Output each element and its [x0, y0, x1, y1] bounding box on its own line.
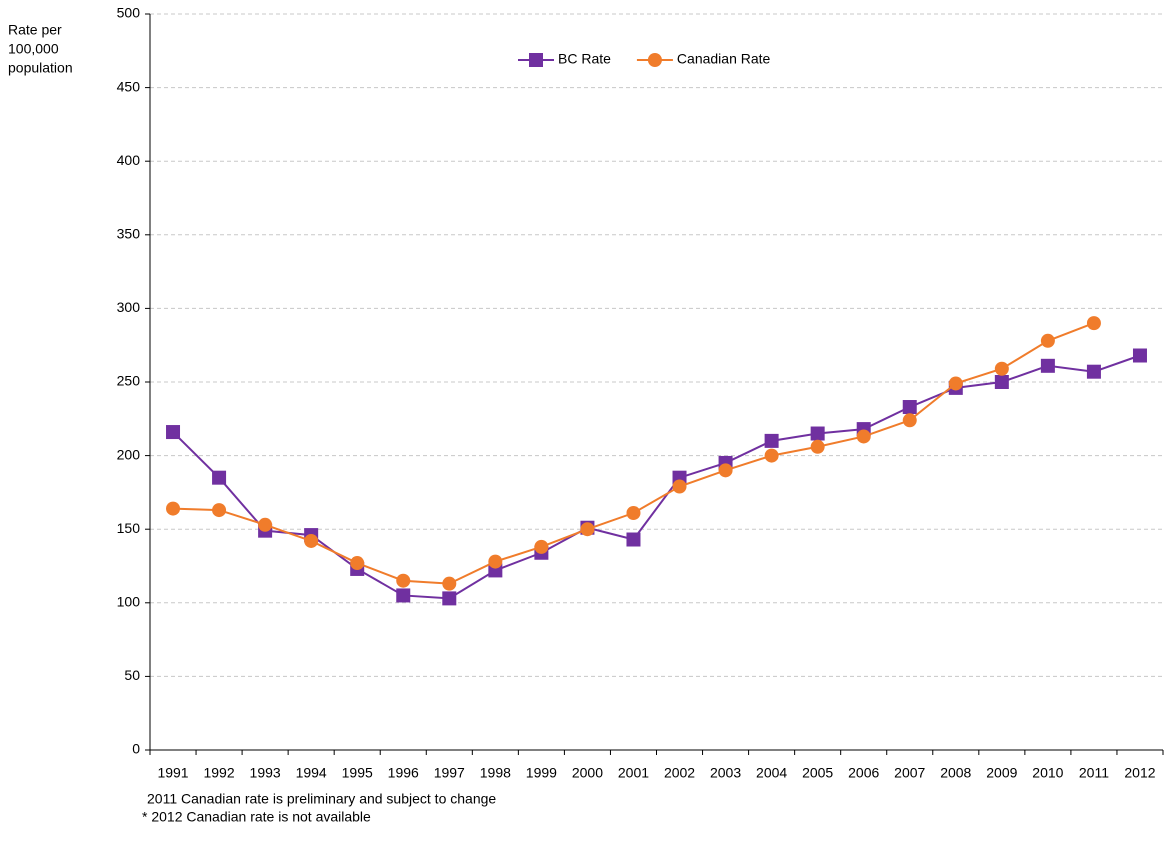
marker — [442, 591, 457, 606]
y-axis-label: 100,000 — [8, 41, 59, 57]
marker — [764, 433, 779, 448]
y-tick-label: 350 — [117, 226, 141, 242]
marker — [626, 532, 641, 547]
note: 2011 Canadian rate is preliminary and su… — [147, 791, 496, 807]
marker — [902, 413, 917, 428]
x-tick-label: 2005 — [802, 765, 833, 781]
x-tick-label: 2007 — [894, 765, 925, 781]
marker — [1040, 333, 1055, 348]
y-tick-label: 50 — [124, 667, 140, 683]
marker — [994, 375, 1009, 389]
series-line — [172, 354, 1141, 600]
x-tick-label: 2001 — [618, 765, 649, 781]
x-tick-label: 2003 — [710, 765, 741, 781]
marker — [396, 573, 411, 588]
marker — [442, 576, 457, 591]
x-tick-label: 2006 — [848, 765, 879, 781]
x-tick-label: 1993 — [250, 765, 281, 781]
marker — [810, 439, 825, 454]
marker — [718, 463, 733, 478]
marker — [212, 503, 227, 518]
y-tick-label: 150 — [117, 520, 141, 536]
y-tick-label: 450 — [117, 78, 141, 94]
marker — [1086, 364, 1101, 379]
x-tick-label: 1994 — [296, 765, 327, 781]
marker — [396, 588, 411, 603]
x-tick-label: 1992 — [203, 765, 234, 781]
marker — [764, 448, 779, 463]
marker — [672, 479, 687, 494]
y-tick-label: 0 — [132, 741, 140, 757]
marker — [1132, 348, 1147, 363]
note: * 2012 Canadian rate is not available — [142, 809, 371, 825]
marker — [1040, 358, 1055, 373]
x-tick-label: 2009 — [986, 765, 1017, 781]
marker — [810, 426, 825, 441]
x-tick-label: 1996 — [388, 765, 419, 781]
marker — [580, 522, 595, 537]
marker — [166, 425, 181, 440]
marker — [529, 53, 543, 67]
marker — [258, 517, 273, 532]
y-tick-label: 300 — [117, 299, 141, 315]
x-tick-label: 2004 — [756, 765, 787, 781]
x-tick-label: 1997 — [434, 765, 465, 781]
x-tick-label: 1998 — [480, 765, 511, 781]
y-axis-label: population — [8, 60, 73, 76]
marker — [166, 501, 181, 516]
x-tick-label: 1999 — [526, 765, 557, 781]
legend-label: Canadian Rate — [677, 51, 771, 67]
marker — [994, 361, 1009, 376]
legend-label: BC Rate — [558, 51, 611, 67]
x-tick-label: 2008 — [940, 765, 971, 781]
marker — [304, 533, 319, 548]
marker — [212, 470, 227, 485]
marker — [350, 556, 365, 571]
x-tick-label: 1991 — [157, 765, 188, 781]
marker — [902, 400, 917, 415]
x-tick-label: 2012 — [1124, 765, 1155, 781]
y-tick-label: 250 — [117, 373, 141, 389]
marker — [1086, 316, 1101, 331]
x-tick-label: 1995 — [342, 765, 373, 781]
x-tick-label: 2010 — [1032, 765, 1063, 781]
y-tick-label: 100 — [117, 594, 141, 610]
marker — [856, 429, 871, 444]
marker — [534, 539, 549, 554]
marker — [626, 506, 641, 521]
x-tick-label: 2011 — [1079, 765, 1109, 781]
y-axis-label: Rate per — [8, 22, 62, 38]
x-tick-label: 2002 — [664, 765, 695, 781]
y-tick-label: 200 — [117, 446, 141, 462]
marker — [488, 554, 503, 569]
marker — [647, 53, 662, 67]
marker — [948, 376, 963, 391]
x-tick-label: 2000 — [572, 765, 603, 781]
y-tick-label: 500 — [117, 5, 141, 21]
y-tick-label: 400 — [117, 152, 141, 168]
